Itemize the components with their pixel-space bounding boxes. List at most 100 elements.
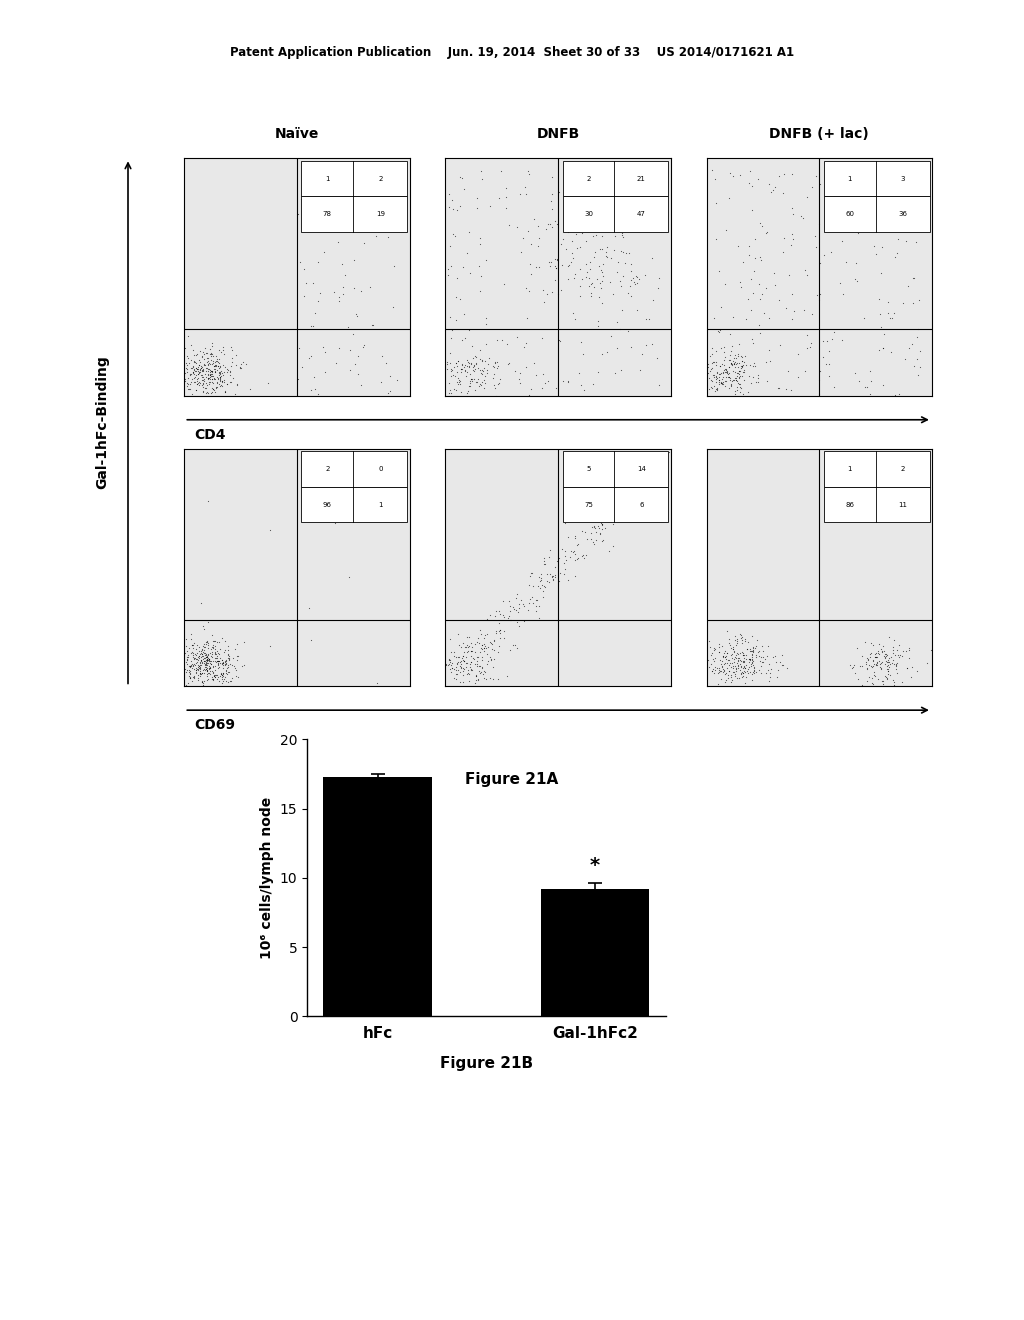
- Point: [447, 352, 464, 374]
- Point: [198, 358, 214, 379]
- Point: [644, 462, 660, 483]
- Point: [885, 636, 901, 657]
- Point: [195, 372, 211, 393]
- Point: [645, 488, 662, 510]
- Point: [538, 219, 554, 240]
- Point: [742, 372, 759, 393]
- Point: [191, 657, 208, 678]
- Point: [467, 672, 483, 693]
- Point: [200, 368, 216, 389]
- Point: [219, 374, 236, 395]
- Point: [221, 364, 238, 385]
- Point: [218, 663, 234, 684]
- Point: [205, 661, 221, 682]
- Point: [763, 659, 779, 680]
- Point: [198, 383, 214, 404]
- Point: [207, 354, 223, 375]
- Point: [567, 525, 584, 546]
- Point: [471, 348, 487, 370]
- Point: [874, 635, 891, 656]
- Point: [194, 359, 210, 380]
- Point: [639, 465, 655, 486]
- Point: [492, 628, 508, 649]
- Point: [461, 355, 477, 376]
- Point: [868, 643, 885, 664]
- Point: [449, 668, 465, 689]
- Point: [259, 372, 275, 393]
- Point: [205, 663, 221, 684]
- Point: [518, 183, 535, 205]
- Point: [876, 640, 892, 661]
- Point: [698, 354, 715, 375]
- Point: [740, 663, 757, 684]
- Point: [450, 351, 466, 372]
- Point: [568, 535, 585, 556]
- Point: [716, 643, 732, 664]
- Point: [459, 350, 475, 371]
- Point: [480, 651, 497, 672]
- Point: [386, 256, 402, 277]
- Point: [593, 210, 609, 231]
- Point: [470, 358, 486, 379]
- Point: [354, 177, 371, 198]
- Point: [703, 337, 720, 358]
- Point: [472, 663, 488, 684]
- Point: [745, 366, 762, 387]
- Point: [729, 668, 745, 689]
- Point: [302, 630, 318, 651]
- Point: [591, 218, 607, 239]
- Point: [196, 343, 212, 364]
- Point: [199, 660, 215, 681]
- Point: [909, 319, 926, 341]
- Point: [882, 651, 898, 672]
- Point: [208, 640, 224, 661]
- Point: [591, 255, 607, 276]
- Point: [441, 342, 458, 363]
- Point: [217, 667, 233, 688]
- Point: [594, 202, 610, 223]
- Point: [189, 358, 206, 379]
- Point: [871, 304, 888, 325]
- Point: [179, 346, 196, 367]
- Point: [603, 247, 620, 268]
- Point: [182, 655, 199, 676]
- Point: [741, 649, 758, 671]
- Point: [778, 657, 795, 678]
- Point: [189, 372, 206, 393]
- Point: [703, 358, 720, 379]
- Point: [715, 661, 731, 682]
- Point: [586, 226, 602, 247]
- Point: [494, 329, 510, 350]
- Point: [848, 252, 864, 273]
- Point: [205, 638, 221, 659]
- Point: [564, 230, 581, 251]
- Point: [479, 354, 496, 375]
- Point: [709, 362, 725, 383]
- Point: [592, 239, 608, 260]
- Point: [390, 177, 407, 198]
- Point: [196, 354, 212, 375]
- Point: [453, 655, 469, 676]
- Point: [699, 356, 716, 378]
- Point: [621, 500, 637, 521]
- Point: [605, 284, 622, 305]
- Point: [468, 371, 484, 392]
- Point: [727, 380, 743, 401]
- Point: [217, 652, 233, 673]
- Point: [214, 339, 230, 360]
- Point: [190, 375, 207, 396]
- Point: [527, 601, 544, 622]
- Point: [207, 643, 223, 664]
- Point: [191, 350, 208, 371]
- Point: [349, 305, 366, 326]
- Point: [193, 356, 209, 378]
- Point: [729, 356, 745, 378]
- Point: [731, 643, 748, 664]
- Point: [455, 645, 471, 667]
- Point: [479, 362, 496, 383]
- Point: [628, 265, 644, 286]
- Point: [469, 647, 485, 668]
- Point: [191, 352, 208, 374]
- Point: [872, 652, 889, 673]
- Point: [650, 445, 667, 466]
